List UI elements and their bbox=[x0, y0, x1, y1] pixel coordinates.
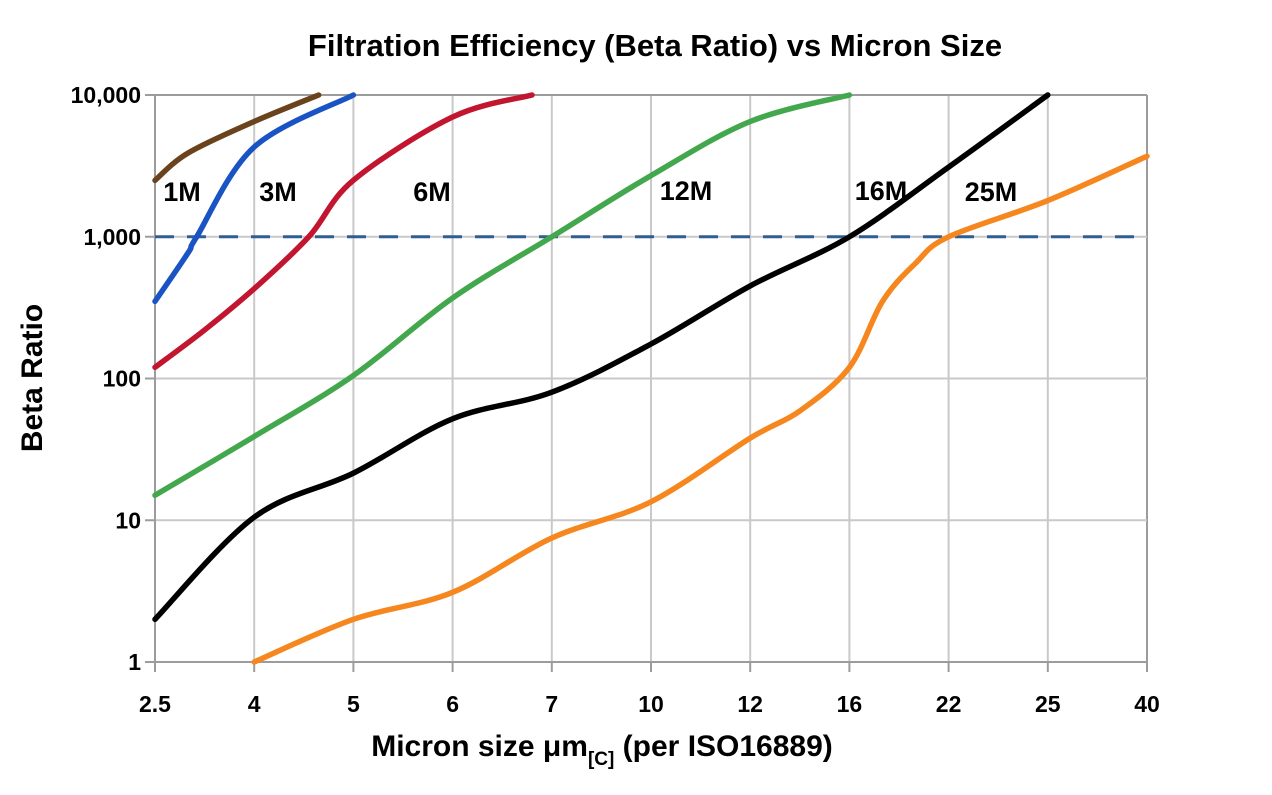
series-label-1M: 1M bbox=[163, 177, 201, 207]
series-line-6M bbox=[152, 92, 535, 371]
series-label-6M: 6M bbox=[413, 177, 451, 207]
x-tick-label-2.5: 2.5 bbox=[139, 691, 171, 717]
y-tick-label-1,000: 1,000 bbox=[83, 224, 141, 250]
series-label-3M: 3M bbox=[259, 177, 297, 207]
series-layer bbox=[152, 92, 1150, 665]
x-axis-title-tail: (per ISO16889) bbox=[614, 730, 832, 763]
series-label-layer: 1M 3M 6M 12M 16M 25M bbox=[163, 176, 1017, 207]
chart-title: Filtration Efficiency (Beta Ratio) vs Mi… bbox=[308, 28, 1002, 63]
y-tick-label-10: 10 bbox=[115, 507, 141, 533]
x-tick-label-16: 16 bbox=[837, 691, 863, 717]
series-line-16M bbox=[152, 92, 1051, 623]
y-tick-label-100: 100 bbox=[103, 366, 141, 392]
y-tick-label-1: 1 bbox=[128, 649, 141, 675]
series-line-3M bbox=[152, 92, 357, 305]
x-tick-label-5: 5 bbox=[347, 691, 360, 717]
x-tick-label-12: 12 bbox=[737, 691, 763, 717]
series-label-25M: 25M bbox=[965, 177, 1018, 207]
x-tick-label-25: 25 bbox=[1035, 691, 1061, 717]
x-axis-title-main: Micron size μm bbox=[371, 730, 588, 763]
series-line-12M bbox=[152, 92, 853, 499]
x-tick-label-10: 10 bbox=[638, 691, 664, 717]
y-axis-title: Beta Ratio bbox=[16, 304, 49, 452]
series-line-1M bbox=[152, 92, 322, 184]
x-tick-label-4: 4 bbox=[248, 691, 261, 717]
series-label-16M: 16M bbox=[855, 176, 908, 206]
series-line-25M bbox=[251, 153, 1150, 665]
x-tick-label-6: 6 bbox=[446, 691, 459, 717]
x-tick-label-7: 7 bbox=[545, 691, 558, 717]
x-axis-title: Micron size μm[C] (per ISO16889) bbox=[371, 730, 833, 770]
x-tick-label-22: 22 bbox=[936, 691, 962, 717]
x-axis-title-subscript: [C] bbox=[588, 749, 614, 770]
y-tick-label-10,000: 10,000 bbox=[71, 82, 141, 108]
tick-label-layer: 2.5 4 5 6 7 10 12 16 22 25 40 1 10 100 1,000 10,000 bbox=[71, 82, 1160, 717]
x-tick-label-40: 40 bbox=[1134, 691, 1160, 717]
series-label-12M: 12M bbox=[660, 176, 713, 206]
